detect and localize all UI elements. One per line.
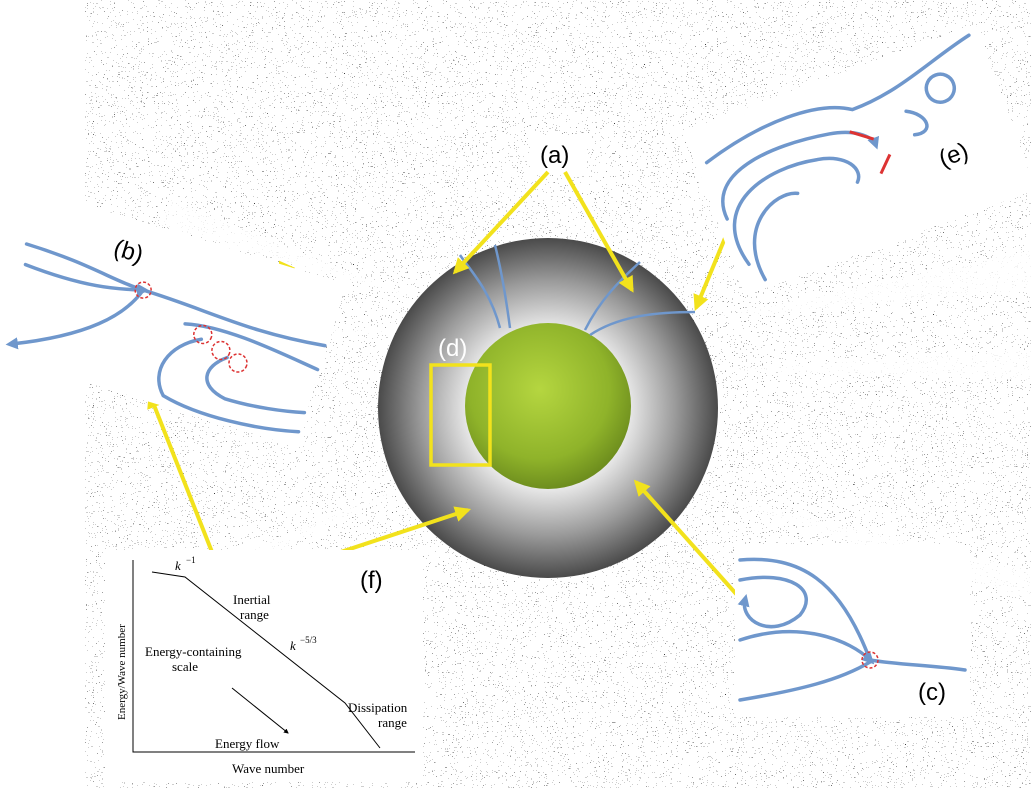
slope-k: k bbox=[175, 558, 181, 573]
slope-exp: −5/3 bbox=[300, 635, 317, 645]
inset-f: (f) k −1 Inertial range k −5/3 Energy-co… bbox=[105, 550, 423, 782]
label-a: (a) bbox=[540, 142, 569, 169]
x-axis-label: Wave number bbox=[232, 761, 305, 776]
energy-flow: Energy flow bbox=[215, 736, 280, 751]
energy-scale: Energy-containing bbox=[145, 644, 242, 659]
dissipation: Dissipation bbox=[348, 700, 408, 715]
inertial: range bbox=[240, 607, 269, 622]
dissipation: range bbox=[378, 715, 407, 730]
label-d: (d) bbox=[438, 335, 467, 362]
energy-scale: scale bbox=[172, 659, 198, 674]
slope-exp: −1 bbox=[186, 555, 196, 565]
y-axis-label: Energy/Wave number bbox=[116, 624, 128, 720]
label-c: (c) bbox=[918, 679, 946, 706]
slope-k: k bbox=[290, 638, 296, 653]
inset-c: (c) bbox=[735, 545, 970, 717]
inertial: Inertial bbox=[233, 592, 271, 607]
figure: (d) (a) (b) (e) (c) (f) k −1 Inertial ra… bbox=[0, 0, 1031, 788]
label-f: (f) bbox=[360, 567, 383, 594]
